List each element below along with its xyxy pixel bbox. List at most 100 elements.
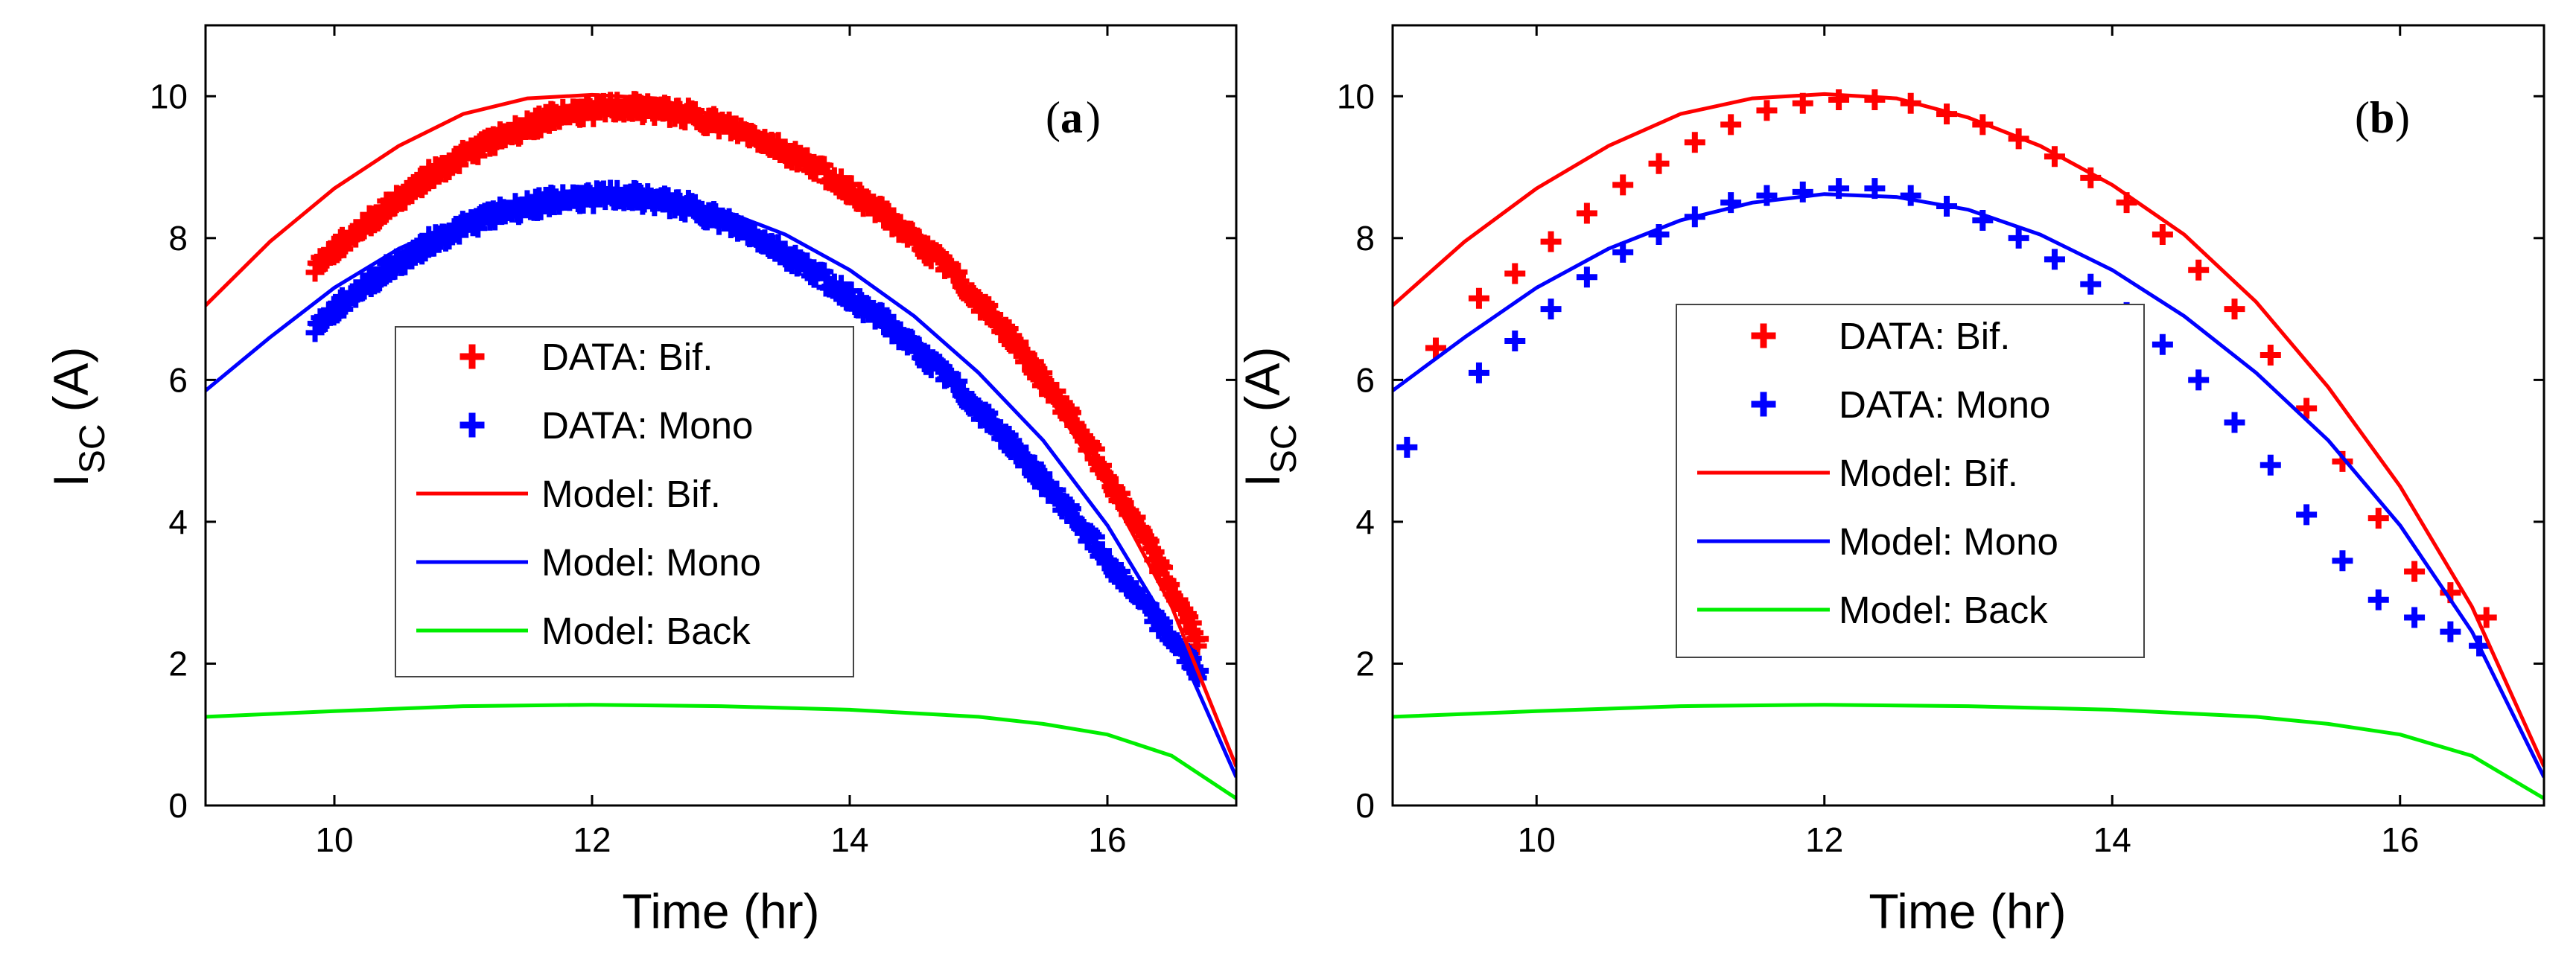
- panel-b-y-tick-label: 6: [1355, 360, 1375, 399]
- panel-b-series-data-bif-point: [1576, 202, 1597, 224]
- panel-b-series-data-mono-point: [2367, 589, 2389, 610]
- panel-a-x-tick-label: 12: [573, 820, 611, 859]
- panel-b-series-data-bif-point: [2188, 259, 2210, 281]
- panel-b-series-data-bif-point: [1540, 231, 1562, 252]
- panel-a-legend-model-mono-label: Model: Mono: [541, 541, 761, 584]
- panel-b-series-data-bif-point: [2116, 192, 2137, 214]
- panel-b-x-tick-label: 12: [1805, 820, 1843, 859]
- panel-b-x-tick-label: 14: [2093, 820, 2131, 859]
- panel-b-ticks: 10 12 14 16 0 2 4 6 8 10: [1337, 25, 2544, 859]
- panel-b-y-tick-label: 2: [1355, 644, 1375, 683]
- panel-b-series-model-bif-line: [1393, 92, 2544, 768]
- panel-b-series-data-mono-point: [2044, 249, 2065, 270]
- panel-b-legend-model-mono: Model: Mono: [1697, 520, 2058, 563]
- panel-b-series-model-back-line: [1393, 703, 2544, 800]
- panel-b-series-data-bif-point: [2367, 508, 2389, 529]
- panel-b-x-tick-label: 16: [2381, 820, 2419, 859]
- panel-a-label: a: [1060, 93, 1083, 142]
- panel-b-series-data-bif-point: [1684, 132, 1705, 153]
- panel-b-y-axis-label: ISC (A): [1235, 346, 1304, 487]
- panel-b-series-data-mono-point: [2188, 369, 2210, 391]
- panel-a-chart: 10 12 14 16 0 2 4 6 8 10 ( a ) Time (hr) ISC (A) D…: [43, 24, 1238, 939]
- panel-b-series-data-bif-point: [2296, 398, 2318, 419]
- panel-a-legend-data-bif: DATA: Bif.: [459, 336, 713, 378]
- panel-b-legend-data-mono-label: DATA: Mono: [1839, 383, 2050, 426]
- panel-a-legend-model-back: Model: Back: [416, 610, 751, 652]
- panel-a-series-model-mono-line: [206, 192, 1236, 778]
- panel-b-legend-model-bif-label: Model: Bif.: [1839, 452, 2018, 494]
- panel-a-y-tick-label: 0: [168, 786, 188, 825]
- panel-b-series-data-mono-point: [1504, 330, 1526, 351]
- panel-a-legend-model-bif-label: Model: Bif.: [541, 473, 721, 515]
- panel-b-series-data-mono-point: [2152, 334, 2173, 355]
- panel-a-y-tick-label: 6: [168, 360, 188, 399]
- panel-b-series-data-bif-point: [1792, 92, 1813, 114]
- panel-b-series-data-bif-point: [2259, 345, 2281, 366]
- panel-b-series-data-mono-point: [1612, 241, 1634, 263]
- panel-a-series: [206, 91, 1236, 800]
- panel-a-open-paren: (: [1046, 93, 1060, 142]
- panel-a-y-label-main: I: [43, 473, 98, 487]
- panel-b-series-data-mono-point: [1864, 178, 1886, 200]
- panel-b-legend-data-mono-swatch: [1751, 392, 1776, 417]
- panel-a-x-tick-label: 14: [830, 820, 868, 859]
- panel-b-series-data-mono-point: [1468, 362, 1489, 383]
- panel-b-series-data-bif-point: [1425, 337, 1446, 359]
- panel-b-legend-model-bif: Model: Bif.: [1697, 452, 2018, 494]
- panel-b-series-data-mono-point: [2008, 227, 2029, 249]
- panel-a-legend: DATA: Bif. DATA: Mono Model: Bif. Model: Mo…: [395, 326, 854, 677]
- panel-b-y-tick-label: 4: [1355, 502, 1375, 541]
- panel-a-legend-data-mono: DATA: Mono: [459, 404, 753, 447]
- panel-b-series-data-bif-point: [1756, 100, 1778, 121]
- panel-b-series-data-mono-point: [2332, 550, 2353, 572]
- panel-b-legend-data-bif-swatch: [1751, 323, 1776, 348]
- panel-b-series-data-bif-point: [2152, 224, 2173, 246]
- panel-b-series-data-mono-point: [2080, 273, 2102, 295]
- panel-a-y-tick-label: 10: [150, 77, 188, 115]
- panel-b-y-tick-label: 10: [1337, 77, 1375, 115]
- panel-b-legend-model-back-label: Model: Back: [1839, 589, 2048, 631]
- panel-b-series-data-mono-point: [1576, 267, 1597, 288]
- panel-b-label: b: [2370, 93, 2394, 142]
- panel-a-y-tick-label: 8: [168, 219, 188, 258]
- panel-b-x-axis-label: Time (hr): [1869, 884, 2066, 939]
- panel-a-legend-data-mono-swatch: [459, 412, 485, 438]
- panel-a-legend-data-mono-label: DATA: Mono: [541, 404, 753, 447]
- panel-b-series-data-mono-point: [2440, 621, 2461, 642]
- panel-b-series-data-mono-point: [2404, 607, 2426, 628]
- panel-b-legend-box: [1676, 304, 2145, 658]
- panel-a-legend-model-mono: Model: Mono: [416, 541, 761, 584]
- panel-b-series-data-mono-point: [2259, 454, 2281, 476]
- panel-a-axes-box: [204, 24, 1238, 807]
- panel-b-chart: 10 12 14 16 0 2 4 6 8 10 ( b ) Time (hr) ISC (A) D…: [1235, 24, 2545, 939]
- panel-b-series-data-mono-markers: [1396, 178, 2490, 657]
- panel-b-series-data-bif-point: [1648, 153, 1670, 174]
- panel-b-y-label-sub: SC: [1265, 424, 1304, 473]
- panel-a-y-label-unit: (A): [43, 346, 98, 412]
- panel-b-legend-data-mono: DATA: Mono: [1751, 383, 2050, 426]
- panel-a-series-data-bif-point: [1086, 439, 1105, 459]
- panel-b-x-tick-label: 10: [1518, 820, 1556, 859]
- panel-b-series-data-bif-point: [2475, 607, 2497, 628]
- panel-b-y-tick-label: 0: [1355, 786, 1375, 825]
- panel-b-series-data-bif-point: [1720, 114, 1742, 135]
- panel-b-series-data-mono-point: [1540, 299, 1562, 320]
- panel-a-legend-model-back-label: Model: Back: [541, 610, 751, 652]
- panel-b-series-data-mono-point: [2224, 412, 2245, 433]
- panel-a-series-model-back-line: [206, 703, 1236, 800]
- panel-a-y-tick-label: 2: [168, 644, 188, 683]
- panel-b-legend: DATA: Bif. DATA: Mono Model: Bif. Model: Mo…: [1676, 304, 2145, 658]
- panel-a-series-data-bif-markers: [305, 91, 1209, 656]
- panel-b-legend-model-mono-label: Model: Mono: [1839, 520, 2058, 563]
- panel-b-series: [1393, 89, 2544, 800]
- panel-b-y-label-main: I: [1235, 473, 1290, 487]
- svg-text:ISC(A): ISC (A): [1235, 346, 1304, 487]
- panel-b-legend-model-back: Model: Back: [1697, 589, 2048, 631]
- panel-b-series-data-bif-point: [1504, 263, 1526, 284]
- panel-b-legend-data-bif: DATA: Bif.: [1751, 315, 2010, 357]
- panel-b-series-data-mono-point: [2296, 504, 2318, 526]
- panel-b-series-data-mono-point: [1396, 436, 1418, 458]
- panel-a-y-axis-label: ISC (A): [43, 346, 112, 487]
- panel-b-open-paren: (: [2355, 93, 2370, 142]
